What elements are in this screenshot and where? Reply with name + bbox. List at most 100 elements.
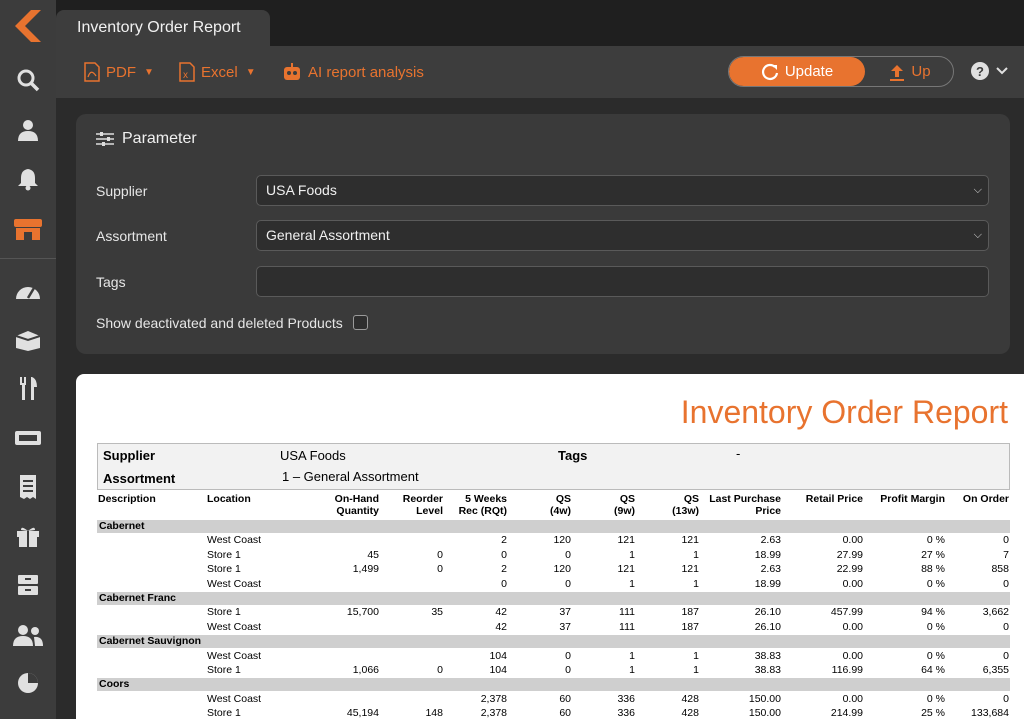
help-menu[interactable]: ?	[970, 61, 1008, 81]
table-cell-onorder: 7	[1003, 548, 1009, 561]
excel-icon: x	[179, 62, 195, 82]
product-group-header: Cabernet Franc	[97, 592, 1010, 605]
table-cell-qs9: 336	[617, 707, 635, 719]
search-icon[interactable]	[0, 62, 56, 98]
table-cell-rec: 42	[495, 606, 507, 619]
table-cell-rec: 2,378	[480, 707, 507, 719]
report-title: Inventory Order Report	[680, 394, 1008, 430]
table-cell-lpp: 38.83	[754, 664, 781, 676]
tags-input[interactable]	[256, 266, 989, 297]
tab-inventory-order-report[interactable]: Inventory Order Report	[56, 10, 270, 46]
table-cell-rec: 42	[495, 620, 507, 633]
ticket-icon[interactable]	[0, 420, 56, 456]
col-retail-price: Retail Price	[805, 493, 863, 505]
up-label: Up	[911, 63, 931, 80]
supplier-label: Supplier	[96, 183, 148, 199]
table-cell-retail: 214.99	[830, 707, 863, 719]
product-group-header: Cabernet Sauvignon	[97, 635, 1010, 649]
col-onhand: On-Hand Quantity	[334, 493, 379, 517]
parameter-title: Parameter	[96, 130, 197, 148]
col-location: Location	[207, 493, 251, 505]
table-cell-lpp: 150.00	[748, 707, 781, 719]
table-cell-margin: 0 %	[926, 620, 945, 633]
pie-chart-icon[interactable]	[0, 665, 56, 701]
table-cell-location: Store 1	[207, 548, 241, 561]
pdf-button[interactable]: PDF ▼	[84, 60, 154, 84]
box-icon[interactable]	[0, 322, 56, 358]
table-cell-lpp: 2.63	[760, 563, 781, 576]
table-cell-onorder: 0	[1003, 620, 1009, 633]
table-cell-onhand: 1,066	[352, 664, 379, 676]
table-cell-location: Store 1	[207, 707, 241, 719]
up-button[interactable]: Up	[865, 57, 953, 86]
col-5weeks-rec: 5 Weeks Rec (RQt)	[458, 493, 507, 517]
table-cell-retail: 0.00	[842, 577, 863, 590]
product-group-header: Coors	[97, 678, 1010, 692]
update-button[interactable]: Update	[729, 57, 865, 86]
table-cell-qs9: 121	[617, 563, 635, 576]
help-icon: ?	[971, 62, 989, 80]
table-cell-onorder: 6,355	[982, 664, 1009, 676]
col-qs4w: QS (4w)	[550, 493, 571, 517]
toolbar: PDF ▼ x Excel ▼ AI report analysis Updat…	[56, 46, 1024, 98]
users-icon[interactable]	[0, 617, 56, 653]
table-cell-retail: 27.99	[836, 548, 863, 561]
table-cell-qs9: 1	[629, 548, 635, 561]
table-cell-qs13: 1	[693, 548, 699, 561]
excel-button[interactable]: x Excel ▼	[179, 60, 256, 84]
table-cell-onhand: 1,499	[352, 563, 379, 576]
tab-bar: Inventory Order Report	[56, 0, 1024, 46]
table-cell-qs4: 120	[553, 534, 571, 547]
table-cell-qs4: 0	[565, 649, 571, 662]
col-reorder: Reorder Level	[402, 493, 443, 517]
table-cell-qs4: 37	[559, 620, 571, 633]
pdf-label: PDF	[106, 63, 136, 81]
report-tags-label: Tags	[558, 448, 588, 463]
table-cell-rec: 104	[489, 664, 507, 676]
table-cell-onorder: 133,684	[971, 707, 1009, 719]
table-cell-margin: 0 %	[926, 577, 945, 590]
store-icon[interactable]	[0, 211, 56, 247]
table-cell-qs9: 1	[629, 664, 635, 676]
chevron-down-icon: ⌵	[973, 229, 982, 241]
table-cell-retail: 0.00	[842, 620, 863, 633]
ai-report-analysis-button[interactable]: AI report analysis	[282, 60, 424, 84]
report-header-box: Supplier USA Foods Tags - Assortment 1 –…	[97, 443, 1010, 490]
bell-icon[interactable]	[0, 161, 56, 197]
table-cell-onhand: 45	[367, 548, 379, 561]
main-area: Inventory Order Report PDF ▼ x Excel ▼ A…	[56, 0, 1024, 719]
table-cell-lpp: 150.00	[748, 692, 781, 705]
table-cell-qs13: 428	[681, 692, 699, 705]
table-cell-margin: 94 %	[921, 606, 945, 619]
table-cell-lpp: 18.99	[754, 548, 781, 561]
archive-icon[interactable]	[0, 567, 56, 603]
table-cell-onorder: 858	[991, 563, 1009, 576]
table-cell-lpp: 2.63	[760, 534, 781, 547]
gift-icon[interactable]	[0, 518, 56, 554]
table-cell-reorder: 0	[437, 563, 443, 576]
pdf-icon	[84, 62, 100, 82]
table-cell-reorder: 35	[431, 606, 443, 619]
table-cell-margin: 64 %	[921, 664, 945, 676]
sliders-icon	[96, 132, 114, 146]
table-cell-location: Store 1	[207, 664, 241, 676]
table-cell-lpp: 26.10	[754, 620, 781, 633]
excel-label: Excel	[201, 63, 238, 81]
table-cell-location: Store 1	[207, 563, 241, 576]
table-cell-qs13: 187	[681, 606, 699, 619]
logo-icon[interactable]	[0, 0, 56, 52]
receipt-icon[interactable]	[0, 469, 56, 505]
user-icon[interactable]	[0, 112, 56, 148]
fork-knife-icon[interactable]	[0, 370, 56, 406]
robot-icon	[284, 63, 300, 80]
supplier-select-value: USA Foods	[266, 182, 337, 198]
show-deleted-checkbox[interactable]	[353, 315, 368, 330]
table-cell-retail: 22.99	[836, 563, 863, 576]
table-cell-qs13: 121	[681, 563, 699, 576]
supplier-select[interactable]: USA Foods ⌵	[256, 175, 989, 206]
dashboard-icon[interactable]	[0, 272, 56, 308]
table-cell-qs9: 111	[619, 620, 635, 633]
table-cell-margin: 25 %	[921, 707, 945, 719]
table-cell-qs13: 187	[681, 620, 699, 633]
assortment-select[interactable]: General Assortment ⌵	[256, 220, 989, 251]
